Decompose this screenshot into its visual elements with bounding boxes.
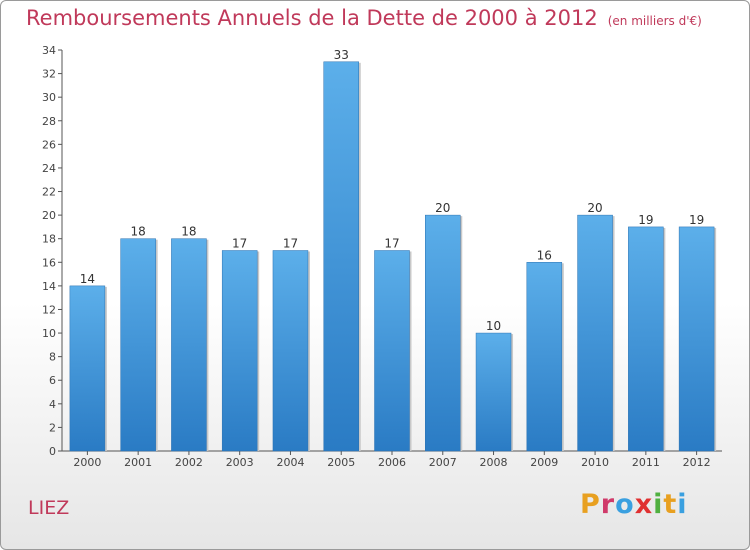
value-label: 19 bbox=[638, 213, 653, 227]
commune-name: LIEZ bbox=[28, 497, 70, 519]
proxiti-logo: Proxiti bbox=[580, 489, 688, 520]
bar-2003 bbox=[221, 250, 258, 452]
y-tick-label: 22 bbox=[42, 186, 56, 199]
y-tick-label: 28 bbox=[42, 115, 56, 128]
logo-letter: i bbox=[677, 489, 688, 520]
bar-2012 bbox=[678, 226, 715, 452]
bar-2006 bbox=[374, 250, 410, 452]
y-tick-label: 24 bbox=[42, 162, 56, 175]
bar-2000 bbox=[69, 285, 106, 452]
y-tick-label: 14 bbox=[42, 280, 56, 293]
value-label: 19 bbox=[689, 213, 704, 227]
logo-letter: o bbox=[615, 489, 635, 520]
value-label: 33 bbox=[334, 48, 349, 62]
bar-2005 bbox=[323, 61, 359, 452]
value-label: 17 bbox=[283, 237, 298, 251]
x-tick-label: 2009 bbox=[530, 456, 558, 469]
y-tick-label: 26 bbox=[42, 138, 56, 151]
x-tick-label: 2000 bbox=[73, 456, 101, 469]
bar-2007 bbox=[425, 214, 461, 452]
y-tick-label: 2 bbox=[49, 421, 56, 434]
value-label: 14 bbox=[80, 272, 95, 286]
y-tick-label: 10 bbox=[42, 327, 56, 340]
chart-title: Remboursements Annuels de la Dette de 20… bbox=[26, 6, 702, 30]
x-tick-label: 2010 bbox=[581, 456, 609, 469]
bar-2001 bbox=[120, 238, 156, 452]
value-label: 17 bbox=[384, 237, 399, 251]
value-label: 18 bbox=[131, 225, 146, 239]
bar-2002 bbox=[171, 238, 207, 452]
bar-2008 bbox=[475, 332, 512, 452]
y-tick-label: 18 bbox=[42, 233, 56, 246]
x-tick-label: 2003 bbox=[226, 456, 254, 469]
value-label: 18 bbox=[181, 225, 196, 239]
y-tick-label: 16 bbox=[42, 256, 56, 269]
x-tick-label: 2005 bbox=[327, 456, 355, 469]
x-tick-label: 2007 bbox=[429, 456, 457, 469]
bar-2010 bbox=[577, 214, 613, 452]
y-tick-label: 34 bbox=[42, 44, 56, 57]
value-label: 20 bbox=[435, 201, 450, 215]
x-tick-label: 2001 bbox=[124, 456, 152, 469]
logo-letter: r bbox=[600, 489, 616, 520]
logo-letter: t bbox=[663, 489, 678, 520]
logo-letter: P bbox=[580, 489, 601, 520]
y-tick-label: 0 bbox=[49, 445, 56, 458]
x-tick-label: 2002 bbox=[175, 456, 203, 469]
value-label: 17 bbox=[232, 237, 247, 251]
y-tick-label: 6 bbox=[49, 374, 56, 387]
logo-letter: x bbox=[634, 489, 654, 520]
y-tick-label: 4 bbox=[49, 398, 56, 411]
y-tick-label: 8 bbox=[49, 351, 56, 364]
y-tick-label: 12 bbox=[42, 303, 56, 316]
y-tick-label: 32 bbox=[42, 68, 56, 81]
y-tick-label: 30 bbox=[42, 91, 56, 104]
bar-2004 bbox=[272, 250, 309, 452]
value-label: 10 bbox=[486, 319, 501, 333]
x-tick-label: 2011 bbox=[632, 456, 660, 469]
bar-2009 bbox=[526, 262, 563, 452]
title-text: Remboursements Annuels de la Dette de 20… bbox=[26, 6, 598, 30]
x-tick-label: 2012 bbox=[683, 456, 711, 469]
logo-letter: i bbox=[653, 489, 664, 520]
x-tick-label: 2004 bbox=[276, 456, 304, 469]
bar-2011 bbox=[628, 226, 664, 452]
x-tick-label: 2006 bbox=[378, 456, 406, 469]
chart-subtitle: (en milliers d'€) bbox=[607, 14, 702, 28]
value-label: 16 bbox=[537, 248, 552, 262]
value-labels: 14 18 18 17 17 33 17 20 10 16 20 19 19 bbox=[80, 48, 705, 333]
y-tick-label: 20 bbox=[42, 209, 56, 222]
x-tick-label: 2008 bbox=[480, 456, 508, 469]
bars bbox=[69, 61, 717, 452]
value-label: 20 bbox=[587, 201, 602, 215]
